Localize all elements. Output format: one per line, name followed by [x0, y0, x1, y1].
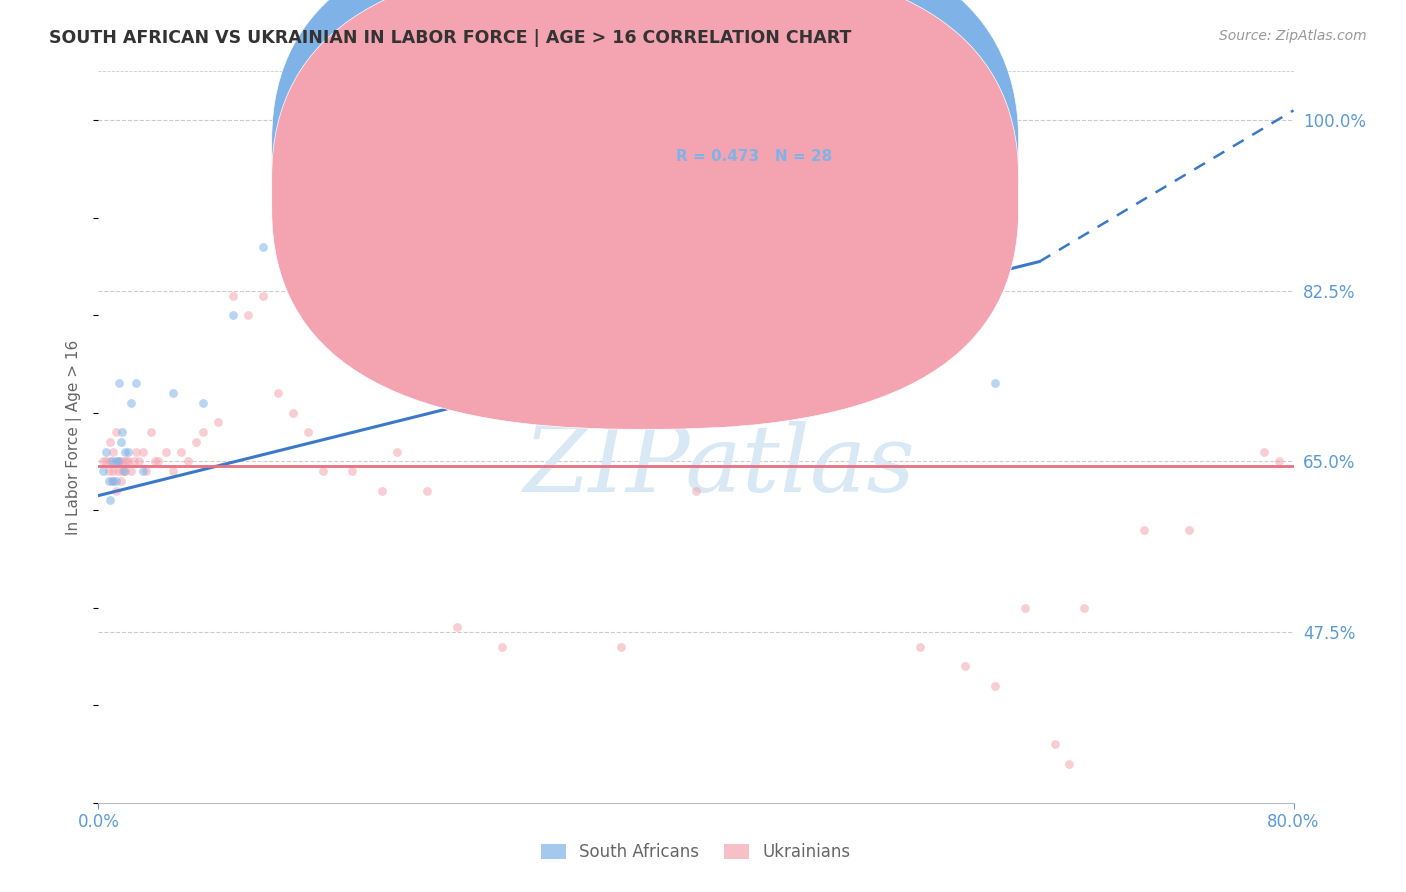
Point	[1253, 444, 1275, 458]
Point	[101, 454, 124, 468]
Text: R = 0.473   N = 28: R = 0.473 N = 28	[676, 149, 832, 164]
Point	[112, 464, 135, 478]
Point	[97, 474, 120, 488]
Point	[342, 464, 364, 478]
Point	[125, 444, 148, 458]
Point	[297, 425, 319, 440]
Point	[117, 454, 139, 468]
Point	[114, 464, 136, 478]
Point	[281, 406, 304, 420]
Point	[110, 434, 132, 449]
Point	[108, 454, 131, 468]
Point	[401, 318, 423, 332]
Point	[311, 464, 333, 478]
Point	[1133, 523, 1156, 537]
Point	[222, 308, 245, 322]
Point	[1014, 600, 1036, 615]
Point	[98, 434, 122, 449]
Point	[267, 386, 290, 401]
Point	[1267, 454, 1289, 468]
Point	[135, 464, 157, 478]
FancyBboxPatch shape	[271, 0, 1019, 429]
Point	[371, 483, 394, 498]
Point	[685, 483, 707, 498]
Point	[103, 464, 125, 478]
Point	[416, 483, 439, 498]
Point	[162, 464, 184, 478]
Text: R = 0.002   N = 61: R = 0.002 N = 61	[676, 186, 832, 201]
Point	[162, 386, 184, 401]
Point	[105, 454, 128, 468]
Y-axis label: In Labor Force | Age > 16: In Labor Force | Age > 16	[66, 340, 83, 534]
Point	[155, 444, 177, 458]
Point	[107, 454, 129, 468]
Point	[984, 679, 1007, 693]
Point	[98, 454, 122, 468]
Point	[236, 308, 259, 322]
Point	[385, 444, 409, 458]
Point	[114, 444, 136, 458]
Point	[1043, 737, 1066, 751]
Point	[191, 425, 214, 440]
Point	[132, 464, 155, 478]
Point	[105, 483, 128, 498]
Point	[222, 288, 245, 302]
Point	[953, 659, 976, 673]
Point	[101, 474, 124, 488]
Point	[177, 454, 200, 468]
Point	[491, 640, 513, 654]
Point	[169, 444, 191, 458]
Point	[536, 337, 558, 351]
Point	[132, 444, 155, 458]
FancyBboxPatch shape	[271, 0, 1019, 392]
Text: SOUTH AFRICAN VS UKRAINIAN IN LABOR FORCE | AGE > 16 CORRELATION CHART: SOUTH AFRICAN VS UKRAINIAN IN LABOR FORC…	[49, 29, 852, 46]
Point	[148, 454, 170, 468]
FancyBboxPatch shape	[606, 134, 900, 232]
Point	[124, 454, 146, 468]
Point	[97, 464, 120, 478]
Point	[94, 444, 117, 458]
Point	[908, 640, 931, 654]
Point	[117, 444, 139, 458]
Point	[252, 240, 274, 254]
Point	[110, 454, 132, 468]
Point	[98, 493, 122, 508]
Point	[94, 454, 117, 468]
Point	[111, 464, 134, 478]
Point	[91, 464, 114, 478]
Point	[115, 454, 138, 468]
Point	[1073, 600, 1095, 615]
Legend: South Africans, Ukrainians: South Africans, Ukrainians	[534, 837, 858, 868]
Point	[120, 464, 142, 478]
Point	[103, 444, 125, 458]
Point	[610, 640, 633, 654]
Point	[1059, 756, 1081, 771]
Point	[107, 464, 129, 478]
Point	[110, 474, 132, 488]
Point	[565, 181, 588, 195]
Point	[111, 425, 134, 440]
Point	[139, 425, 162, 440]
Point	[105, 474, 128, 488]
Point	[125, 376, 148, 391]
Text: Source: ZipAtlas.com: Source: ZipAtlas.com	[1219, 29, 1367, 43]
Point	[1178, 523, 1201, 537]
Point	[191, 396, 214, 410]
Point	[105, 425, 128, 440]
Point	[103, 474, 125, 488]
Point	[984, 376, 1007, 391]
Point	[184, 434, 207, 449]
Point	[281, 260, 304, 274]
Text: ZIPatlas: ZIPatlas	[524, 421, 915, 511]
Point	[91, 454, 114, 468]
Point	[446, 620, 468, 634]
Point	[252, 288, 274, 302]
Point	[112, 454, 135, 468]
Point	[120, 396, 142, 410]
Point	[143, 454, 166, 468]
Point	[128, 454, 150, 468]
Point	[108, 376, 131, 391]
Point	[207, 416, 229, 430]
